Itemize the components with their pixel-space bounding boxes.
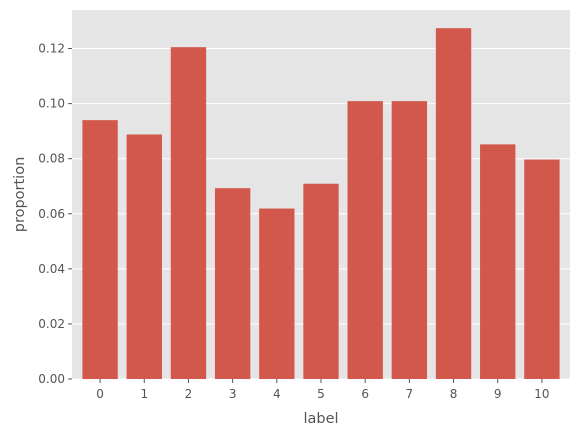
bar-3 bbox=[214, 188, 251, 379]
y-tick-label: 0.00 bbox=[38, 372, 65, 386]
bar-5 bbox=[303, 183, 339, 379]
bar-2 bbox=[170, 47, 207, 379]
x-axis-label: label bbox=[303, 411, 338, 427]
bar-6 bbox=[347, 101, 383, 380]
bar-9 bbox=[480, 144, 516, 379]
y-tick-label: 0.08 bbox=[38, 152, 65, 166]
y-tick-label: 0.02 bbox=[38, 317, 65, 331]
x-tick-label: 3 bbox=[229, 387, 237, 401]
x-tick-label: 10 bbox=[534, 387, 549, 401]
bar-8 bbox=[435, 28, 472, 380]
y-axis-label: proportion bbox=[12, 157, 28, 233]
x-tick-label: 7 bbox=[406, 387, 414, 401]
y-tick-label: 0.12 bbox=[38, 42, 65, 56]
x-tick-label: 9 bbox=[494, 387, 502, 401]
bar-1 bbox=[126, 134, 162, 379]
y-tick-label: 0.04 bbox=[38, 262, 65, 276]
bars bbox=[82, 28, 560, 380]
x-tick-label: 1 bbox=[140, 387, 148, 401]
x-tick-label: 5 bbox=[317, 387, 325, 401]
x-tick-label: 4 bbox=[273, 387, 281, 401]
bar-10 bbox=[524, 159, 560, 379]
bar-4 bbox=[259, 208, 295, 379]
y-tick-label: 0.10 bbox=[38, 97, 65, 111]
x-tick-label: 6 bbox=[361, 387, 369, 401]
x-axis-ticks: 0 1 2 3 4 5 6 7 8 9 10 bbox=[96, 379, 550, 401]
x-tick-label: 2 bbox=[185, 387, 193, 401]
x-tick-label: 8 bbox=[450, 387, 458, 401]
y-axis-ticks: 0.00 0.02 0.04 0.06 0.08 0.10 0.12 bbox=[38, 42, 72, 386]
y-tick-label: 0.06 bbox=[38, 207, 65, 221]
bar-7 bbox=[391, 101, 428, 380]
bar-0 bbox=[82, 120, 118, 379]
x-tick-label: 0 bbox=[96, 387, 104, 401]
